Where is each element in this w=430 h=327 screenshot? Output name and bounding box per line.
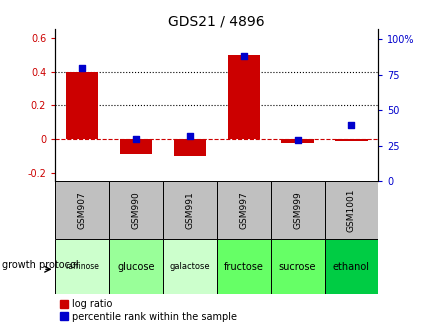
Text: GSM999: GSM999 bbox=[292, 191, 301, 229]
Legend: log ratio, percentile rank within the sample: log ratio, percentile rank within the sa… bbox=[60, 299, 236, 321]
Point bbox=[132, 136, 139, 142]
Bar bbox=[335, 139, 367, 141]
Bar bbox=[270, 239, 324, 294]
Text: GSM991: GSM991 bbox=[185, 191, 194, 229]
Title: GDS21 / 4896: GDS21 / 4896 bbox=[168, 14, 264, 28]
Bar bbox=[173, 139, 206, 156]
Bar bbox=[55, 239, 109, 294]
Bar bbox=[227, 55, 259, 139]
Point bbox=[186, 133, 193, 139]
Bar bbox=[163, 239, 216, 294]
Text: GSM907: GSM907 bbox=[77, 191, 86, 229]
Text: ethanol: ethanol bbox=[332, 262, 369, 271]
Text: galactose: galactose bbox=[169, 262, 210, 271]
Bar bbox=[324, 181, 378, 239]
Point bbox=[293, 138, 300, 143]
Bar bbox=[163, 181, 216, 239]
Text: growth protocol: growth protocol bbox=[2, 260, 79, 270]
Text: GSM997: GSM997 bbox=[239, 191, 248, 229]
Bar bbox=[55, 181, 109, 239]
Bar bbox=[270, 181, 324, 239]
Text: GSM1001: GSM1001 bbox=[346, 188, 355, 232]
Bar bbox=[216, 181, 270, 239]
Bar bbox=[324, 239, 378, 294]
Point bbox=[240, 54, 246, 59]
Text: fructose: fructose bbox=[223, 262, 263, 271]
Point bbox=[347, 122, 354, 127]
Bar bbox=[109, 181, 163, 239]
Bar bbox=[281, 139, 313, 143]
Bar bbox=[66, 72, 98, 139]
Text: GSM990: GSM990 bbox=[131, 191, 140, 229]
Text: raffinose: raffinose bbox=[65, 262, 99, 271]
Bar bbox=[216, 239, 270, 294]
Bar bbox=[109, 239, 163, 294]
Bar bbox=[120, 139, 152, 154]
Text: sucrose: sucrose bbox=[278, 262, 316, 271]
Point bbox=[78, 65, 85, 70]
Text: glucose: glucose bbox=[117, 262, 154, 271]
